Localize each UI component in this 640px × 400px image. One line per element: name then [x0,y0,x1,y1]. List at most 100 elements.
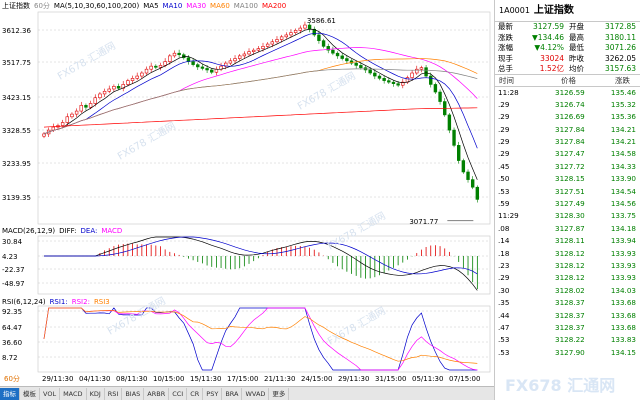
candle-body [228,60,233,64]
tick-row: 11:29 3128.30 133.75 [495,210,640,222]
tick-row: .29 3127.47 134.58 [495,148,640,160]
quote-label: 总手 [498,64,513,73]
chart-watermark: FX678 汇通网 [295,69,358,113]
candle-body [345,58,349,62]
tick-row: .29 3126.69 135.36 [495,111,640,123]
candle-body [401,81,405,86]
candle-body [135,75,139,79]
indicator-tab[interactable]: 指标 [0,387,20,400]
tick-change: 134.18 [610,223,636,233]
candle-body [359,65,363,68]
candle-body [466,171,470,180]
rsi2-line [43,307,478,371]
indicator-tab[interactable]: ARBR [144,387,170,400]
ticks-header: 时间 价格 涨跌 [495,75,640,87]
macd-diff-line [44,236,478,291]
tick-row: .08 3127.87 134.18 [495,223,640,235]
x-axis-label: 08/11:30 [116,375,147,383]
candle-body [149,65,153,70]
price-panel-frame [37,11,491,225]
indicator-tab[interactable]: CCI [169,387,188,400]
candle-body [373,72,377,77]
indicator-tab[interactable]: KDJ [87,387,105,400]
candle-body [60,122,65,126]
candle-body [140,72,144,77]
price-axis-label: 3517.75 [2,59,31,67]
ticks-time-header: 时间 [499,75,514,85]
tick-time: .29 [498,273,510,283]
tick-price: 3127.49 [555,199,585,209]
macd-macd-label: MACD [101,227,123,235]
indicator-tab[interactable]: CR [187,387,204,400]
ma200-line [43,107,478,128]
candle-body [79,105,83,112]
ma200-label: MA200 [261,2,287,10]
tick-price: 3126.59 [555,87,585,97]
chart-area[interactable]: 3612.36 3517.75 3423.15 3328.55 3233.95 3139.… [0,0,494,386]
index-code: 1A0001 [499,6,530,15]
candle-body [284,34,288,38]
candle-body [144,68,149,74]
candle-body [387,80,391,83]
x-axis-label: 29/11:30 [42,375,73,383]
x-axis-label: 15/11:30 [190,375,221,383]
rsi2-label: RSI2: [71,298,90,306]
tick-price: 3128.02 [555,285,585,295]
candle-body [116,86,121,89]
tick-time: .29 [498,137,510,147]
candle-body [98,93,102,99]
tick-time: .29 [498,124,510,134]
macd-diff-label: DIFF: [59,227,77,235]
candle-body [158,65,163,68]
candle-body [200,66,205,69]
indicator-tab[interactable]: 更多 [269,387,290,400]
tick-change: 133.93 [610,260,636,270]
rsi-axis-label: 64.47 [2,324,22,332]
candle-body [331,49,335,54]
price-axis-label: 3139.35 [2,194,31,202]
quote-label: 最新 [498,22,513,31]
indicator-tab[interactable]: VOL [40,387,61,400]
quote-panel: 1A0001 上证指数 最新 3127.59 开盘 3172.85 涨跌 ▼134.46 最高… [494,0,640,400]
quote-row: 涨跌 ▼134.46 最高 3180.11 [495,33,640,44]
tick-change: 133.93 [610,248,636,258]
candle-body [396,83,400,86]
quote-value: 33024 [540,53,564,63]
chart-title: 上证指数 [2,2,30,10]
quote-value: 1.52亿 [539,64,564,73]
tick-change: 133.75 [610,211,636,221]
indicator-tab[interactable]: BIAS [122,387,145,400]
indicator-tab[interactable]: PSY [203,387,223,400]
macd-header: MACD(26,12,9) DIFF: DEA: MACD [2,226,126,236]
tick-change: 134.21 [610,137,636,147]
ticks-price-header: 价格 [561,75,576,85]
tick-time: .23 [498,260,510,270]
indicator-tab[interactable]: MACD [60,387,87,400]
x-axis-label: 05/11:30 [412,375,443,383]
ma10-line [43,32,478,149]
tick-change: 133.94 [610,236,636,246]
indicator-tab[interactable]: BRA [222,387,243,400]
x-axis-label: 10/15:00 [153,375,184,383]
indicator-tab[interactable]: 模板 [20,387,40,400]
quote-value: 3172.85 [604,22,636,31]
price-axis-label: 3233.95 [2,160,31,168]
macd-label: MACD(26,12,9) [2,227,56,235]
candle-body [112,86,116,90]
rsi1-line [43,307,478,371]
rsi3-label: RSI3 [93,298,110,306]
quote-label: 涨幅 [498,43,513,52]
indicator-tab[interactable]: RSI [105,387,123,400]
candle-body [429,75,433,85]
x-axis-label: 04/11:30 [79,375,110,383]
candle-body [74,110,79,115]
indicator-tab[interactable]: WVAD [242,387,270,400]
candle-body [424,67,428,77]
candle-body [196,64,200,68]
tick-change: 133.90 [610,174,636,184]
tick-change: 135.36 [610,112,636,122]
ticks-list[interactable]: 11:28 3126.59 135.46 .29 3126.74 135.32 .29 312… [495,87,640,360]
quote-label: 最高 [569,32,584,42]
candle-body [298,27,302,31]
high-price-annotation: 3586.61 [307,17,336,25]
